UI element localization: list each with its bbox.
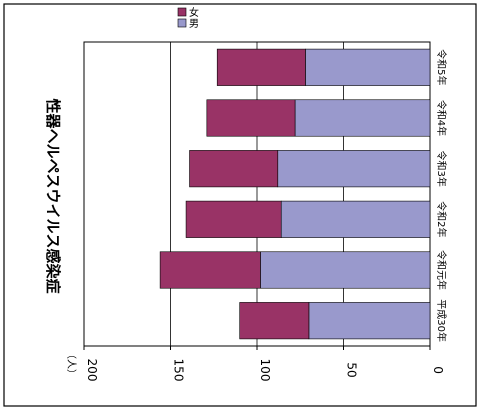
category-label: 令和4年 — [435, 100, 448, 136]
bar-male — [294, 99, 431, 137]
bar-male — [277, 150, 431, 188]
legend-swatch — [177, 7, 187, 17]
bar-female — [206, 99, 296, 137]
bar-male — [305, 48, 431, 86]
tick-label: 150 — [172, 359, 186, 382]
bar-male — [280, 200, 431, 238]
chart-title: 性器ヘルペスウイルス感染症 — [44, 98, 62, 293]
plot-area: 0 50 100 150 200 平成30年 令和元年 令和2年 令和3年 令和4年 令和5年 — [83, 41, 448, 382]
category-label: 令和3年 — [435, 150, 448, 186]
bar-female — [189, 150, 279, 188]
category-label: 令和元年 — [435, 250, 448, 290]
category-label: 平成30年 — [435, 299, 448, 342]
category-label: 令和2年 — [435, 201, 448, 237]
category-label: 令和5年 — [435, 49, 448, 85]
bar-male — [260, 251, 431, 289]
legend-swatch — [177, 18, 187, 28]
tick-label: 200 — [85, 359, 99, 382]
tick-label: 0 — [431, 366, 445, 374]
tick-label: 50 — [345, 362, 359, 377]
legend-label: 男 — [189, 18, 199, 30]
bar-female — [216, 48, 306, 86]
bar-male — [308, 302, 431, 340]
legend: 女男 — [177, 6, 199, 30]
bar-female — [239, 302, 310, 340]
legend-label: 女 — [189, 6, 199, 19]
unit-label: （人） — [65, 349, 77, 379]
tick-label: 100 — [258, 359, 272, 382]
chart-frame — [3, 3, 477, 407]
bar-female — [159, 251, 261, 289]
bar-female — [185, 200, 282, 238]
